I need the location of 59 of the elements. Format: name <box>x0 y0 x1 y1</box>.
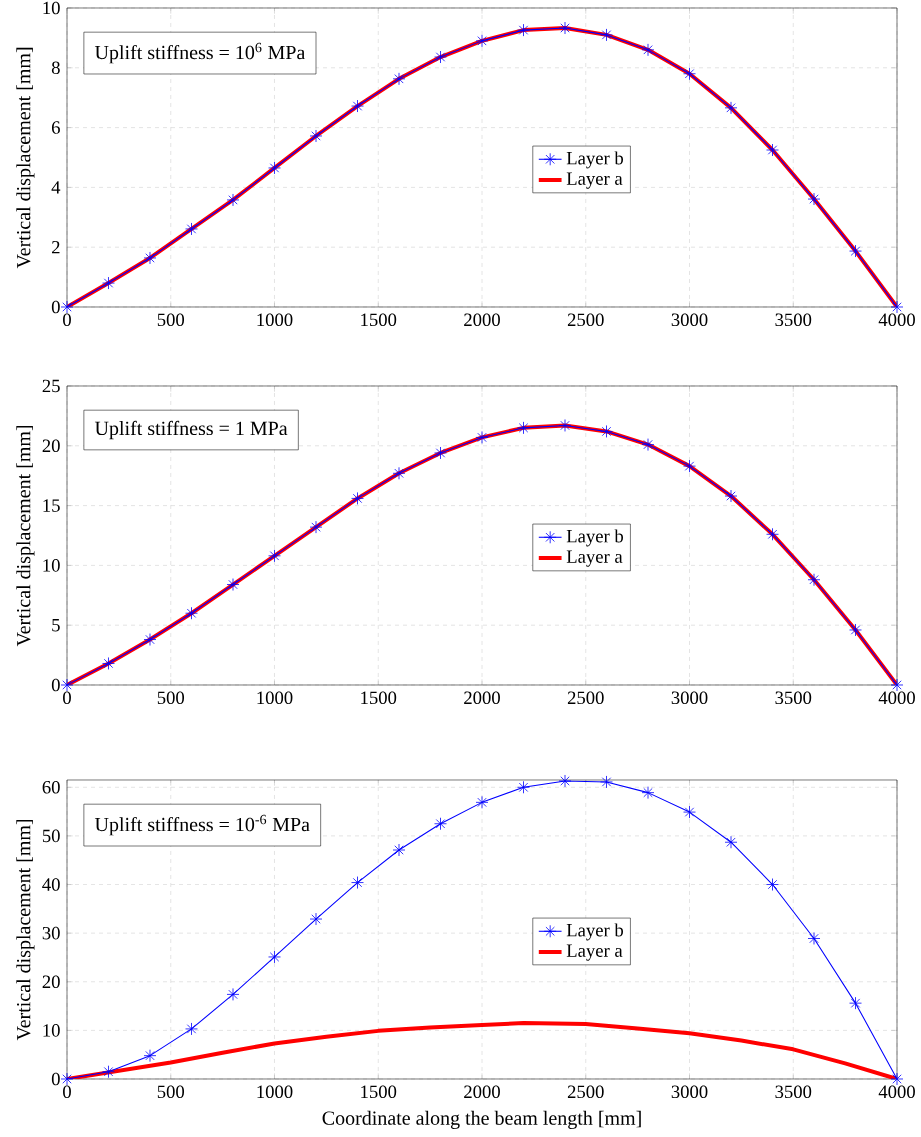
x-tick-label: 3500 <box>775 313 812 327</box>
x-tick-label: 1000 <box>257 313 293 327</box>
x-tick-label: 1500 <box>361 313 397 327</box>
legend-label: Layer a <box>566 172 623 189</box>
y-tick-label: 5 <box>52 618 60 632</box>
x-tick-label: 2000 <box>464 1085 500 1099</box>
y-tick-label: 8 <box>51 61 60 75</box>
y-tick-label: 60 <box>42 780 60 794</box>
y-tick-label: 2 <box>51 241 60 254</box>
x-tick-label: 3500 <box>775 691 812 705</box>
x-tick-label: 0 <box>63 313 71 327</box>
y-tick-label: 0 <box>51 300 60 314</box>
x-tick-label: 4000 <box>878 313 915 327</box>
y-tick-label: 40 <box>42 878 60 891</box>
x-tick-label: 3000 <box>671 313 708 327</box>
x-tick-label: 1500 <box>361 1085 397 1099</box>
x-tick-label: 500 <box>157 691 185 705</box>
y-tick-label: 4 <box>51 181 61 194</box>
y-axis-title: Vertical displacement [mm] <box>16 425 35 647</box>
x-tick-label: 2500 <box>567 1085 604 1099</box>
annotation: Uplift stiffness = 10$^{6}$ MPa <box>94 42 306 64</box>
x-tick-label: 1000 <box>257 1085 293 1099</box>
legend-label: Layer b <box>566 151 624 169</box>
y-tick-label: 20 <box>42 975 60 989</box>
annotation: Uplift stiffness = 1 MPa <box>94 420 288 440</box>
y-tick-label: 15 <box>43 499 60 512</box>
x-tick-label: 4000 <box>878 1085 915 1099</box>
y-tick-label: 6 <box>51 121 60 134</box>
legend-label: Layer b <box>566 923 624 941</box>
y-tick-label: 10 <box>43 1 60 15</box>
x-tick-label: 500 <box>157 313 185 327</box>
legend-label: Layer a <box>566 944 623 961</box>
x-tick-label: 500 <box>157 1085 185 1099</box>
x-tick-label: 3000 <box>671 1085 708 1099</box>
legend-label: Layer a <box>566 550 623 567</box>
x-tick-label: 2000 <box>464 313 500 327</box>
y-tick-label: 20 <box>42 439 60 453</box>
x-tick-label: 0 <box>63 1085 71 1099</box>
x-tick-label: 2500 <box>567 691 604 705</box>
x-tick-label: 0 <box>63 691 71 705</box>
y-tick-label: 25 <box>42 379 60 393</box>
x-tick-label: 1000 <box>257 691 293 705</box>
y-tick-label: 0 <box>51 1072 60 1086</box>
y-tick-label: 10 <box>43 1024 60 1037</box>
x-tick-label: 2000 <box>464 691 500 705</box>
x-tick-label: 3500 <box>775 1085 812 1099</box>
y-tick-label: 10 <box>43 559 60 572</box>
x-tick-label: 1500 <box>361 691 397 705</box>
x-tick-label: 2500 <box>567 313 604 327</box>
y-tick-label: 0 <box>51 678 60 692</box>
x-axis-title: Coordinate along the beam length [mm] <box>322 1110 641 1129</box>
y-axis-title: Vertical displacement [mm] <box>16 47 35 269</box>
x-tick-label: 4000 <box>878 691 915 705</box>
x-tick-label: 3000 <box>671 691 708 705</box>
y-axis-title: Vertical displacement [mm] <box>16 819 35 1041</box>
annotation: Uplift stiffness = 10$^{-6}$ MPa <box>94 814 310 836</box>
legend-label: Layer b <box>566 529 624 547</box>
y-tick-label: 50 <box>42 829 60 843</box>
y-tick-label: 30 <box>42 926 60 940</box>
